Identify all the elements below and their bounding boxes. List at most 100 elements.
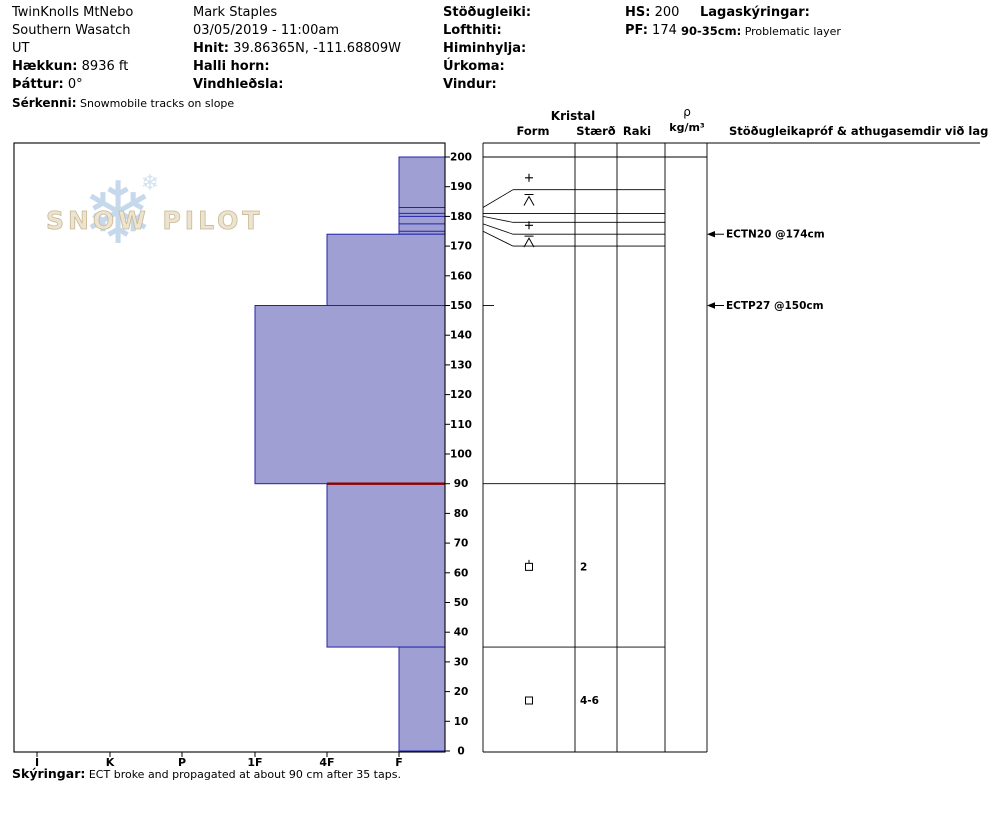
- svg-text:150: 150: [450, 300, 472, 312]
- layer-note-text: Problematic layer: [744, 25, 841, 38]
- svg-text:130: 130: [450, 359, 472, 371]
- layer-note-line: 90-35cm: Problematic layer: [681, 23, 841, 39]
- stability-line: Stöðugleiki:: [443, 4, 531, 22]
- airtemp-line: Lofthiti:: [443, 22, 531, 40]
- profile-frame: [13, 142, 446, 753]
- precip-line: Úrkoma:: [443, 58, 531, 76]
- stability-tests: ECTN20 @174cm ECTP27 @150cm: [707, 229, 825, 312]
- svg-text:110: 110: [450, 419, 472, 431]
- coords-line: Hnit: 39.86365N, -111.68809W: [193, 40, 401, 58]
- conditions-block: Stöðugleiki: Lofthiti: Himinhylja: Úrkom…: [443, 4, 531, 94]
- site-name: TwinKnolls MtNebo: [12, 5, 134, 20]
- svg-text:F: F: [395, 756, 403, 769]
- location-block: TwinKnolls MtNebo Southern Wasatch UT Hæ…: [12, 4, 234, 112]
- totals-block: HS: 200 PF: 174: [625, 4, 679, 40]
- wind-label: Vindur:: [443, 77, 497, 92]
- layer-bar: [326, 233, 446, 306]
- layer-bar: [254, 305, 446, 485]
- density-unit-header: kg/m³: [669, 121, 705, 134]
- size-header: Stærð: [576, 124, 616, 138]
- ect-result-label: ECTP27 @150cm: [726, 300, 824, 312]
- svg-text:160: 160: [450, 270, 472, 282]
- hs-label: HS:: [625, 5, 651, 20]
- aspect-line: Þáttur: 0°: [12, 76, 234, 94]
- aspect-value: 0°: [67, 77, 83, 92]
- pf-label: PF:: [625, 23, 648, 38]
- layer-notes-block: Lagaskýringar:: [700, 4, 810, 22]
- left-arrow-icon: [707, 231, 715, 238]
- svg-text:70: 70: [454, 538, 469, 550]
- svg-text:180: 180: [450, 211, 472, 223]
- hs-value: 200: [654, 5, 680, 20]
- svg-text:200: 200: [450, 152, 472, 164]
- hardness-axis: I K P 1F 4F F: [35, 752, 403, 769]
- hs-line: HS: 200: [625, 4, 679, 22]
- pit-notes-text: ECT broke and propagated at about 90 cm …: [88, 768, 401, 781]
- elevation-label: Hækkun:: [12, 59, 78, 74]
- wind-line: Vindur:: [443, 76, 531, 94]
- sky-line: Himinhylja:: [443, 40, 531, 58]
- snowpilot-logo: ❄❄SNOW PILOT: [46, 164, 263, 264]
- svg-text:0: 0: [457, 746, 464, 758]
- pit-notes-label: Skýringar:: [12, 766, 86, 781]
- svg-text:190: 190: [450, 181, 472, 193]
- svg-text:I: I: [35, 756, 39, 769]
- form-header: Form: [517, 124, 550, 138]
- svg-text:140: 140: [450, 330, 472, 342]
- layer-bar: [398, 156, 446, 235]
- depth-axis: 0 10 20 30 40 50 60 70 80 90 100 110 120 130 140 150 160…: [445, 152, 472, 758]
- svg-text:80: 80: [454, 508, 469, 520]
- precip-label: Úrkoma:: [443, 59, 505, 74]
- svg-text:K: K: [106, 756, 115, 769]
- grain-symbols: 2 4-6: [523, 173, 599, 707]
- slope-angle-label: Halli horn:: [193, 59, 270, 74]
- coords-label: Hnit:: [193, 41, 230, 56]
- svg-text:50: 50: [454, 597, 469, 609]
- feature-line: Sérkenni: Snowmobile tracks on slope: [12, 94, 234, 112]
- svg-text:100: 100: [450, 449, 472, 461]
- elevation-line: Hækkun: 8936 ft: [12, 58, 234, 76]
- density-symbol-header: ρ: [683, 105, 691, 119]
- state-name: UT: [12, 41, 30, 56]
- crystal-grid: [482, 142, 980, 753]
- wetness-header: Raki: [623, 124, 651, 138]
- layer-bar: [326, 483, 446, 648]
- layer-note-range: 90-35cm:: [681, 24, 742, 38]
- kristal-header: Kristal: [551, 109, 595, 123]
- svg-text:10: 10: [454, 716, 469, 728]
- svg-text:170: 170: [450, 241, 472, 253]
- sky-label: Himinhylja:: [443, 41, 527, 56]
- svg-text:90: 90: [454, 478, 469, 490]
- layer-bar: [398, 646, 446, 752]
- feature-label: Sérkenni:: [12, 96, 77, 110]
- wind-loading-line: Vindhleðsla:: [193, 76, 401, 94]
- wind-loading-label: Vindhleðsla:: [193, 77, 284, 92]
- slope-angle-line: Halli horn:: [193, 58, 401, 76]
- observer-name: Mark Staples: [193, 5, 278, 20]
- small-snowflake-icon: ❄: [141, 171, 159, 196]
- svg-text:P: P: [178, 756, 186, 769]
- pit-notes: Skýringar: ECT broke and propagated at a…: [12, 766, 401, 781]
- ect-result-label: ECTN20 @174cm: [726, 229, 825, 241]
- snowpilot-wordmark: SNOW PILOT: [46, 206, 263, 235]
- left-arrow-icon: [707, 302, 715, 309]
- svg-text:120: 120: [450, 389, 472, 401]
- elevation-value: 8936 ft: [81, 59, 129, 74]
- stability-label: Stöðugleiki:: [443, 5, 532, 20]
- comments-header: Stöðugleikapróf & athugasemdir við lag: [729, 124, 988, 138]
- svg-text:30: 30: [454, 656, 469, 668]
- observer-block: Mark Staples 03/05/2019 - 11:00am Hnit: …: [193, 4, 401, 94]
- pf-value: 174: [652, 23, 677, 38]
- aspect-label: Þáttur:: [12, 77, 64, 92]
- feature-value: Snowmobile tracks on slope: [80, 97, 235, 110]
- svg-text:2: 2: [580, 561, 587, 573]
- layer-notes-label: Lagaskýringar:: [700, 5, 810, 20]
- snowflake-icon: ❄: [82, 164, 154, 264]
- svg-text:1F: 1F: [247, 756, 262, 769]
- svg-text:4-6: 4-6: [580, 695, 599, 707]
- pit-datetime: 03/05/2019 - 11:00am: [193, 23, 339, 38]
- svg-text:20: 20: [454, 686, 469, 698]
